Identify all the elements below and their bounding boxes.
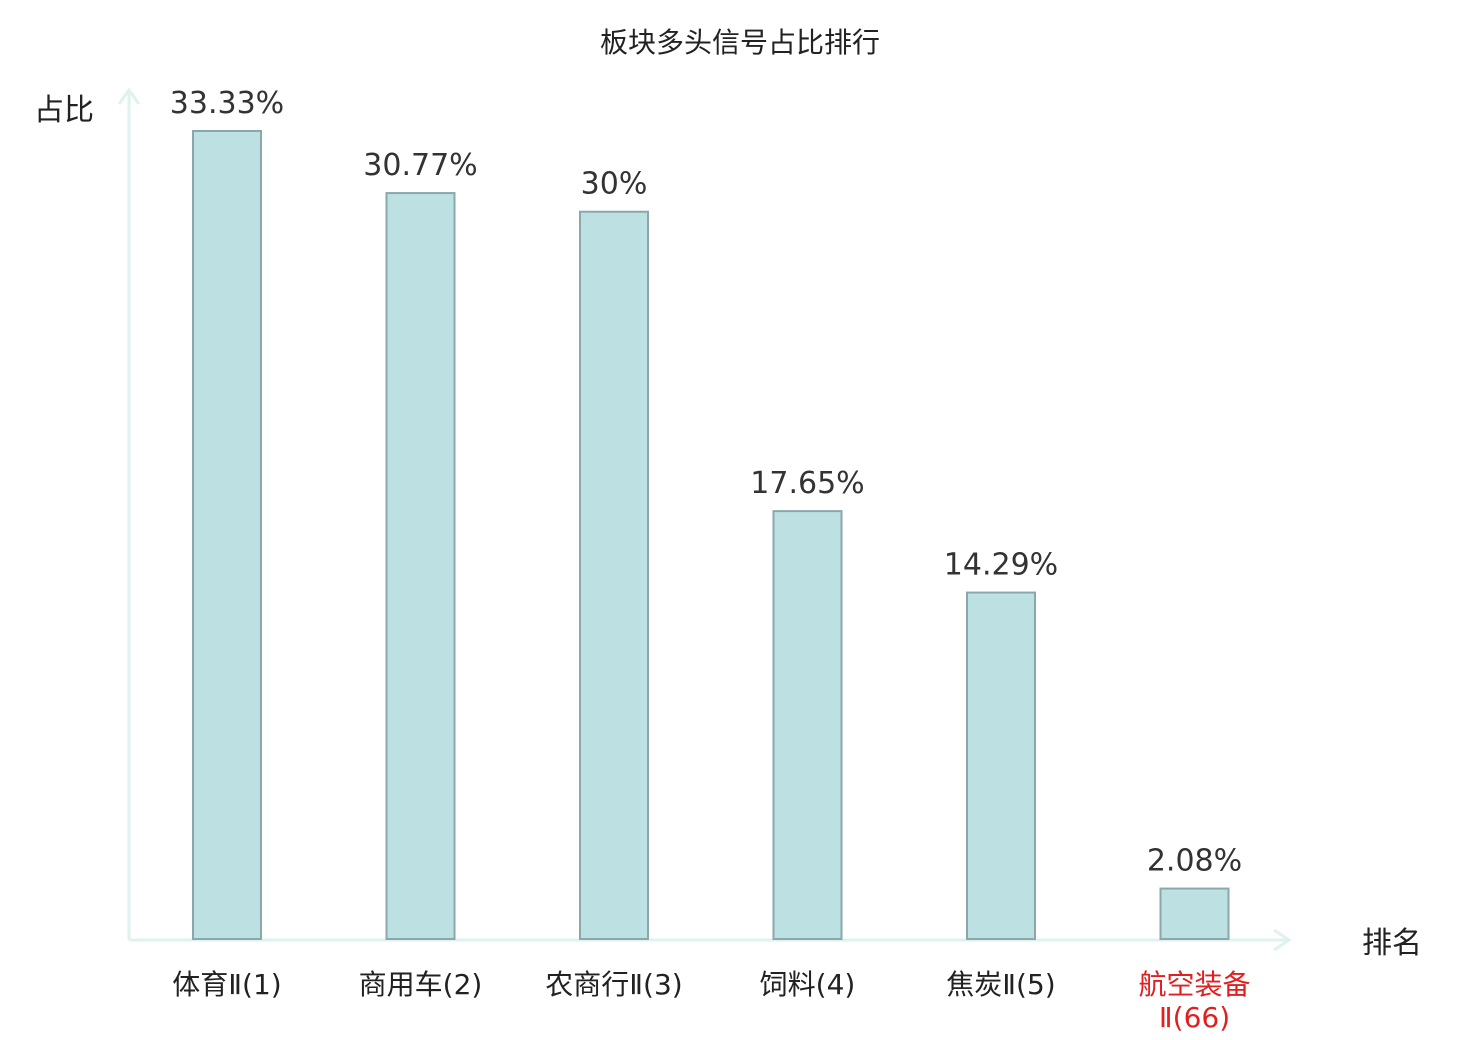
x-axis-label: 排名 — [1362, 926, 1422, 961]
bar — [579, 210, 649, 940]
bar — [385, 192, 456, 940]
category-label: 航空装备 — [1138, 968, 1250, 1001]
data-label: 30% — [581, 167, 648, 202]
data-label: 33.33% — [170, 86, 284, 121]
bar — [966, 591, 1036, 940]
data-labels: 33.33% 30.77% 30% 17.65% 14.29% 2.08% — [170, 86, 1242, 879]
data-label: 17.65% — [750, 466, 864, 501]
bar-series — [192, 130, 1230, 940]
data-label: 30.77% — [363, 148, 477, 183]
x-axis-arrow — [1273, 928, 1292, 952]
bar — [192, 130, 262, 940]
y-axis-arrow — [117, 87, 141, 105]
category-label: 饲料(4) — [760, 968, 856, 1001]
y-axis-label: 占比 — [34, 93, 94, 128]
category-label: 农商行Ⅱ(3) — [545, 968, 682, 1001]
chart-title: 板块多头信号占比排行 — [600, 26, 880, 59]
bar — [1159, 887, 1230, 940]
bar — [772, 510, 843, 940]
data-label: 14.29% — [944, 548, 1058, 583]
category-label: 体育Ⅱ(1) — [172, 968, 281, 1001]
category-label: 焦炭Ⅱ(5) — [946, 968, 1055, 1001]
data-label: 2.08% — [1147, 844, 1242, 879]
category-label: Ⅱ(66) — [1159, 1001, 1230, 1034]
category-label: 商用车(2) — [359, 968, 483, 1001]
